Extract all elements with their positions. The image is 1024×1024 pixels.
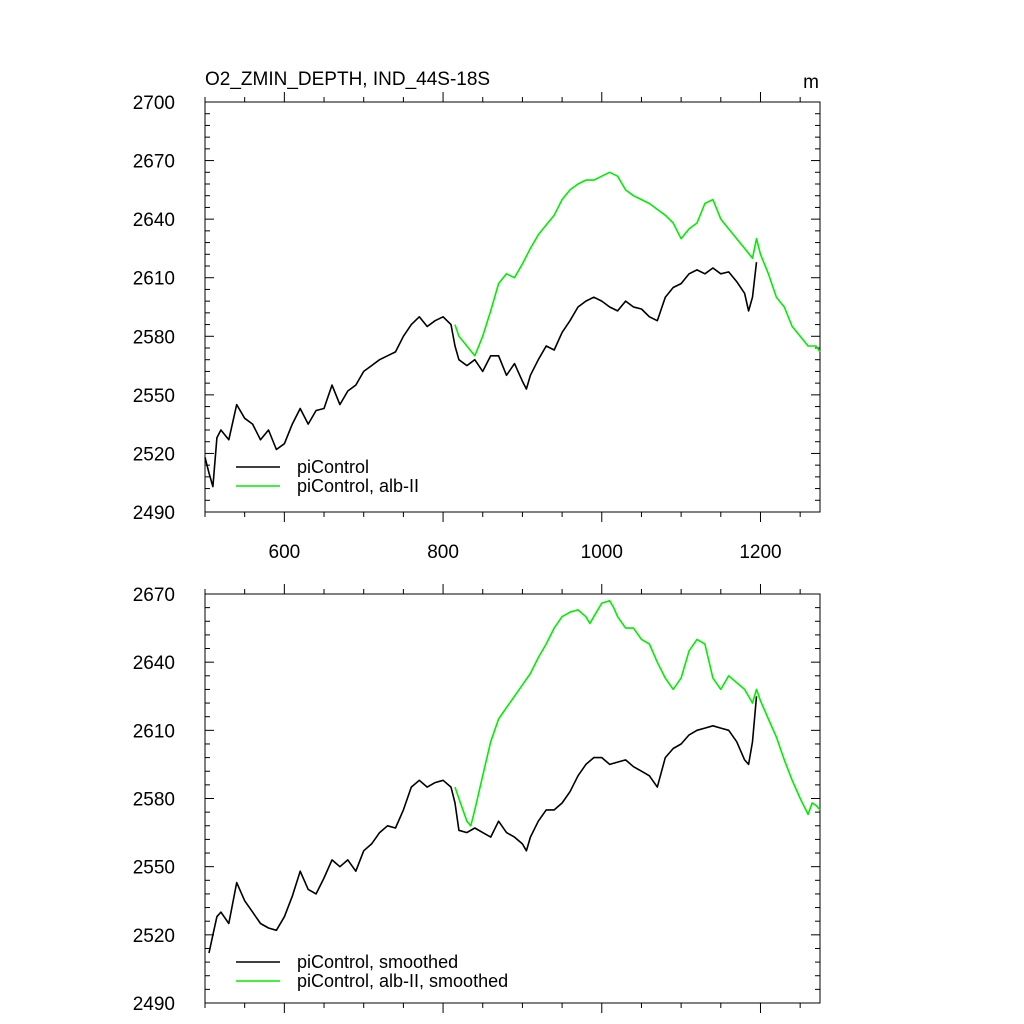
panel-1-xtick-label: 1000 xyxy=(581,542,623,563)
panel-1-ytick-label: 2550 xyxy=(133,386,175,407)
panel-1-units: m xyxy=(803,72,819,93)
panel-2-ytick-label: 2640 xyxy=(133,653,175,674)
panel-2-legend-label-2: piControl, alb-II, smoothed xyxy=(297,971,508,991)
panel-1-xtick-label: 1200 xyxy=(739,542,781,563)
panel-2-series-alb-ii-line xyxy=(454,600,821,827)
panel-1-xtick-label: 800 xyxy=(427,542,459,563)
panel-1-series-picontrol-line xyxy=(204,262,758,488)
panel-2-ytick-label: 2520 xyxy=(133,926,175,947)
panel-1-title: O2_ZMIN_DEPTH, IND_44S-18S xyxy=(205,69,490,90)
panel-1-legend-label-2: piControl, alb-II xyxy=(297,476,419,496)
panel-1: 2490 2520 2550 2580 2610 2640 2670 2700 600 800 10… xyxy=(133,69,821,563)
panel-1-ytick-label: 2700 xyxy=(133,93,175,114)
panel-2-frame xyxy=(204,593,821,1004)
panel-1-ytick-label: 2520 xyxy=(133,444,175,465)
panel-2-ytick-label: 2580 xyxy=(133,790,175,811)
panel-1-ytick-label: 2670 xyxy=(133,152,175,173)
panel-1-xtick-label: 600 xyxy=(269,542,301,563)
panel-2-ytick-label: 2610 xyxy=(133,721,175,742)
panel-1-ytick-label: 2610 xyxy=(133,269,175,290)
panel-1-ytick-label: 2490 xyxy=(133,503,175,524)
panel-1-legend-label-1: piControl xyxy=(297,457,369,477)
panel-1-frame xyxy=(204,101,821,513)
panel-2-ytick-label: 2670 xyxy=(133,585,175,606)
panel-2-series-picontrol-line xyxy=(208,696,758,954)
panel-2-ytick-label: 2550 xyxy=(133,858,175,879)
panel-1-series-alb-ii-line xyxy=(454,171,821,357)
panel-1-ytick-label: 2580 xyxy=(133,327,175,348)
panel-2: 2490 2520 2550 2580 2610 2640 2670 piControl, s… xyxy=(133,584,821,1015)
panel-2-legend-label-1: piControl, smoothed xyxy=(297,952,458,972)
panel-2-ytick-label: 2490 xyxy=(133,994,175,1015)
panel-1-ytick-label: 2640 xyxy=(133,210,175,231)
